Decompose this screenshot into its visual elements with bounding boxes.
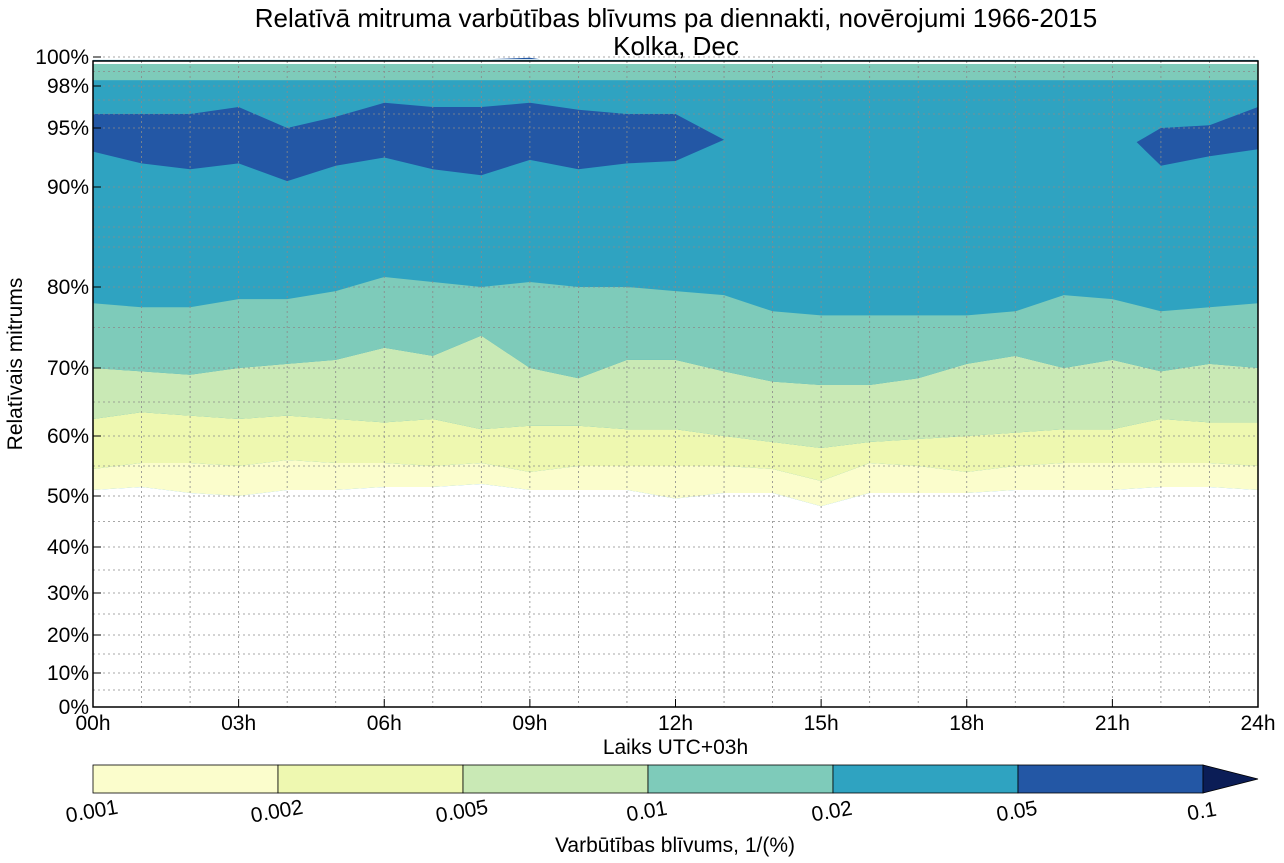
y-tick-label: 30% — [47, 582, 89, 605]
y-tick-label: 10% — [47, 662, 89, 685]
x-axis-label: Laiks UTC+03h — [603, 736, 748, 759]
colorbar-swatch — [647, 764, 834, 794]
x-tick-label: 09h — [512, 712, 547, 735]
x-tick-label: 00h — [75, 712, 110, 735]
chart-subtitle: Kolka, Dec — [613, 31, 739, 61]
colorbar-tick-label: 0.001 — [64, 796, 120, 828]
colorbar-swatch — [92, 764, 279, 794]
y-axis: 0% 10% 20% 30% 40% 50% 60% 70% 80% 90% 95% 98% 100% — [35, 46, 101, 719]
x-tick-label: 03h — [221, 712, 256, 735]
y-tick-label: 70% — [47, 357, 89, 380]
x-tick-label: 21h — [1095, 712, 1130, 735]
x-tick-label: 12h — [658, 712, 693, 735]
x-tick-label: 15h — [804, 712, 839, 735]
grid-lines — [92, 56, 1259, 708]
colorbar-extend-arrow — [1202, 764, 1259, 794]
colorbar-tick-label: 0.002 — [249, 796, 305, 828]
colorbar-tick-label: 0.01 — [625, 797, 669, 827]
y-tick-label: 90% — [47, 176, 89, 199]
chart-title: Relatīvā mitruma varbūtības blīvums pa d… — [254, 3, 1098, 33]
y-tick-label: 40% — [47, 536, 89, 559]
y-tick-label: 20% — [47, 624, 89, 647]
colorbar-swatch — [277, 764, 464, 794]
contour-top-patch — [491, 57, 540, 60]
y-tick-label: 50% — [47, 485, 89, 508]
y-tick-label: 0% — [59, 696, 89, 719]
y-axis-label: Relatīvais mitrums — [4, 278, 27, 451]
y-tick-label: 80% — [47, 276, 89, 299]
colorbar-swatch — [462, 764, 649, 794]
y-tick-label: 95% — [47, 117, 89, 140]
contour-band-0.05 — [93, 102, 724, 182]
y-tick-label: 98% — [47, 75, 89, 98]
x-axis: 00h 03h 06h 09h 12h 15h 18h 21h 24h — [75, 699, 1276, 735]
colorbar-swatch — [832, 764, 1019, 794]
colorbar-label: Varbūtības blīvums, 1/(%) — [555, 834, 795, 857]
y-tick-label: 60% — [47, 425, 89, 448]
y-tick-label: 100% — [35, 46, 89, 69]
colorbar-tick-label: 0.005 — [434, 796, 490, 828]
x-tick-label: 24h — [1240, 712, 1275, 735]
colorbar-swatch — [1017, 764, 1204, 794]
colorbar-tick-label: 0.05 — [995, 797, 1039, 827]
contour-band-0.05-edge — [1136, 128, 1161, 166]
x-tick-label: 06h — [367, 712, 402, 735]
colorbar-tick-label: 0.02 — [810, 797, 854, 827]
x-tick-label: 18h — [949, 712, 984, 735]
colorbar: 0.001 0.002 0.005 0.01 0.02 0.05 0.1 — [64, 764, 1259, 828]
colorbar-tick-label: 0.1 — [1185, 798, 1218, 826]
